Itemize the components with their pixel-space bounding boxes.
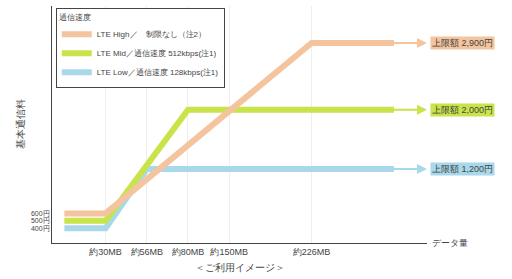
svg-text:600円: 600円 (31, 210, 50, 217)
svg-text:LTE Mid／通信速度 512kbps(注1): LTE Mid／通信速度 512kbps(注1) (97, 49, 217, 58)
svg-text:約226MB: 約226MB (293, 247, 331, 257)
svg-text:通信速度: 通信速度 (59, 13, 91, 22)
svg-text:データ量: データ量 (432, 238, 468, 248)
svg-text:約80MB: 約80MB (172, 247, 205, 257)
svg-text:上限額 2,900円: 上限額 2,900円 (432, 38, 493, 48)
svg-text:400円: 400円 (31, 225, 50, 232)
svg-text:LTE Low／通信速度 128kbps(注1): LTE Low／通信速度 128kbps(注1) (97, 68, 219, 77)
svg-text:約150MB: 約150MB (210, 247, 248, 257)
svg-text:約56MB: 約56MB (131, 247, 164, 257)
svg-text:基本通信料: 基本通信料 (15, 100, 26, 150)
svg-text:約30MB: 約30MB (89, 247, 122, 257)
svg-text:＜ご利用イメージ＞: ＜ご利用イメージ＞ (195, 262, 285, 273)
svg-text:上限額 1,200円: 上限額 1,200円 (432, 164, 493, 174)
svg-text:500円: 500円 (31, 217, 50, 224)
svg-text:LTE High／ 制限なし（注2）: LTE High／ 制限なし（注2） (97, 30, 206, 39)
svg-text:上限額 2,000円: 上限額 2,000円 (432, 105, 493, 115)
